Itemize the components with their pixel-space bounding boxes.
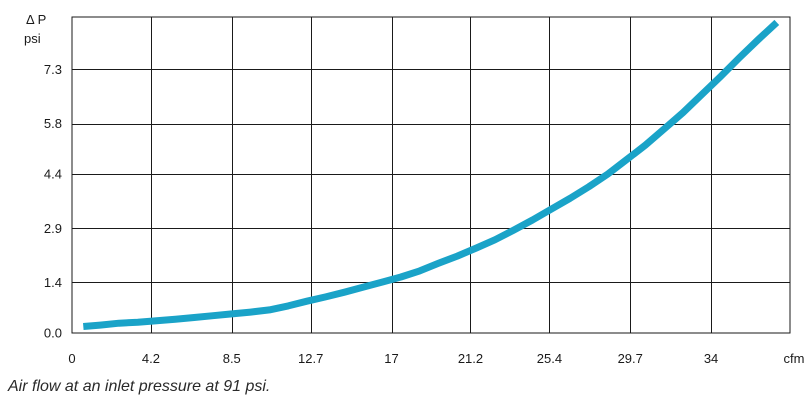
y-tick-label: 5.8 — [44, 116, 62, 131]
pressure-drop-chart: 0 4.2 8.5 12.7 17 21.2 25.4 29.7 34 0.0 1.4 2.9 4.4… — [24, 12, 805, 366]
y-axis-label-symbol: Δ P — [26, 12, 46, 27]
x-tick-label: 34 — [704, 351, 718, 366]
y-tick-label: 4.4 — [44, 167, 62, 182]
y-axis-label-unit: psi — [24, 31, 41, 46]
x-tick-label: 0 — [68, 351, 75, 366]
y-tick-labels: 0.0 1.4 2.9 4.4 5.8 7.3 — [44, 62, 62, 341]
series-line — [83, 19, 780, 330]
x-tick-label: 25.4 — [537, 351, 562, 366]
x-tick-label: 8.5 — [223, 351, 241, 366]
x-axis-label: cfm — [784, 351, 805, 366]
x-tick-label: 29.7 — [618, 351, 643, 366]
x-tick-labels: 0 4.2 8.5 12.7 17 21.2 25.4 29.7 34 — [68, 351, 718, 366]
y-tick-label: 0.0 — [44, 326, 62, 341]
chart-caption: Air flow at an inlet pressure at 91 psi. — [8, 378, 271, 395]
y-tick-label: 1.4 — [44, 275, 62, 290]
series-group — [83, 19, 780, 330]
y-tick-label: 7.3 — [44, 62, 62, 77]
x-tick-label: 4.2 — [142, 351, 160, 366]
x-tick-label: 21.2 — [458, 351, 483, 366]
grid-lines — [71, 16, 791, 334]
x-tick-label: 17 — [384, 351, 398, 366]
x-tick-label: 12.7 — [298, 351, 323, 366]
y-tick-label: 2.9 — [44, 221, 62, 236]
